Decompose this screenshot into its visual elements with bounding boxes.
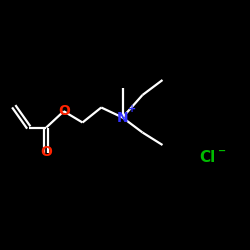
Text: −: − [218,146,226,156]
Text: Cl: Cl [200,150,216,165]
Text: O: O [40,146,52,160]
Text: N: N [117,110,128,124]
Text: O: O [58,104,70,118]
Text: +: + [128,104,136,115]
